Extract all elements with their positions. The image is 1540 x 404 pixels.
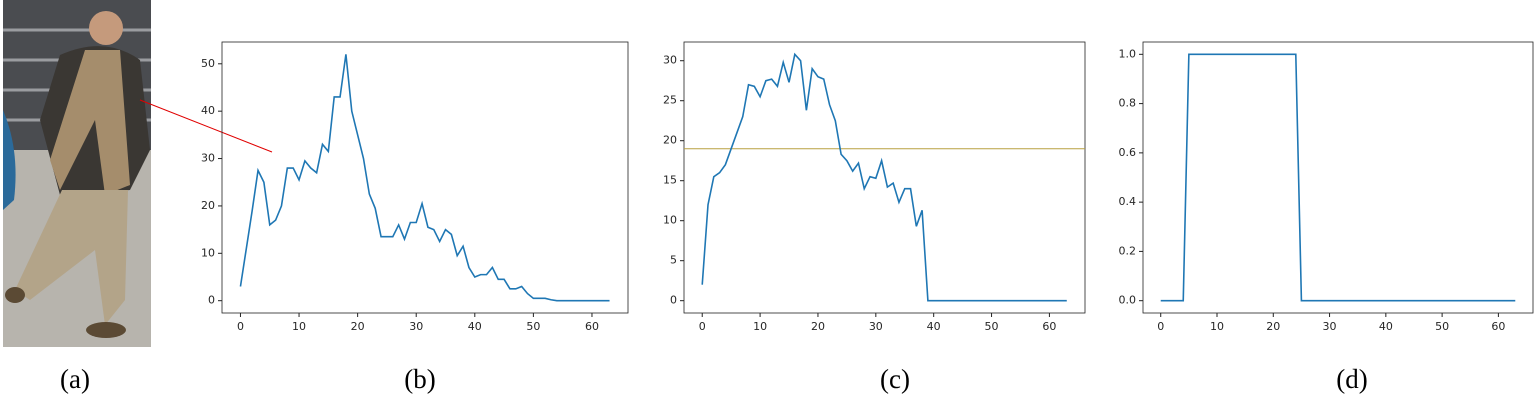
data-line [701,52,1067,302]
y-tick-label: 10 [201,246,215,259]
y-tick-label: 10 [663,214,677,227]
x-tick-label: 50 [1435,320,1449,333]
plot-frame [683,41,1086,314]
x-tick-label: 20 [1266,320,1280,333]
x-tick-label: 60 [1491,320,1505,333]
x-tick-label: 60 [585,320,599,333]
caption: (a) [60,364,90,394]
x-tick-label: 60 [1042,320,1056,333]
y-tick-label: 0 [208,294,215,307]
y-tick-label: 0.4 [1119,195,1137,208]
y-tick-label: 0.0 [1119,294,1137,307]
caption: (b) [404,364,435,394]
y-tick-label: 30 [663,54,677,67]
y-tick-label: 30 [201,152,215,165]
plot-frame [221,41,629,314]
plot-frame [1142,41,1534,314]
x-tick-label: 20 [351,320,365,333]
y-tick-label: 40 [201,104,215,117]
x-tick-label: 40 [927,320,941,333]
x-tick-label: 0 [1157,320,1164,333]
x-tick-label: 30 [409,320,423,333]
x-tick-label: 40 [1379,320,1393,333]
y-tick-label: 15 [663,174,677,187]
annotation-arrow [139,99,273,153]
y-tick-label: 0 [670,294,677,307]
caption: (c) [880,364,910,394]
person-photo [3,0,151,347]
x-tick-label: 30 [869,320,883,333]
y-tick-label: 0.2 [1119,244,1137,257]
y-tick-label: 20 [663,134,677,147]
x-tick-label: 40 [468,320,482,333]
y-tick-label: 5 [670,254,677,267]
x-tick-label: 0 [699,320,706,333]
x-tick-label: 0 [237,320,244,333]
x-tick-label: 50 [526,320,540,333]
y-tick-label: 20 [201,199,215,212]
x-tick-label: 10 [292,320,306,333]
data-line [1160,53,1516,302]
caption: (d) [1336,364,1367,394]
x-tick-label: 10 [753,320,767,333]
y-tick-label: 25 [663,94,677,107]
y-tick-label: 0.6 [1119,146,1137,159]
data-line [239,54,610,302]
x-tick-label: 50 [985,320,999,333]
y-tick-label: 1.0 [1119,47,1137,60]
x-tick-label: 30 [1323,320,1337,333]
x-tick-label: 20 [811,320,825,333]
x-tick-label: 10 [1210,320,1224,333]
y-tick-label: 0.8 [1119,97,1137,110]
y-tick-label: 50 [201,57,215,70]
